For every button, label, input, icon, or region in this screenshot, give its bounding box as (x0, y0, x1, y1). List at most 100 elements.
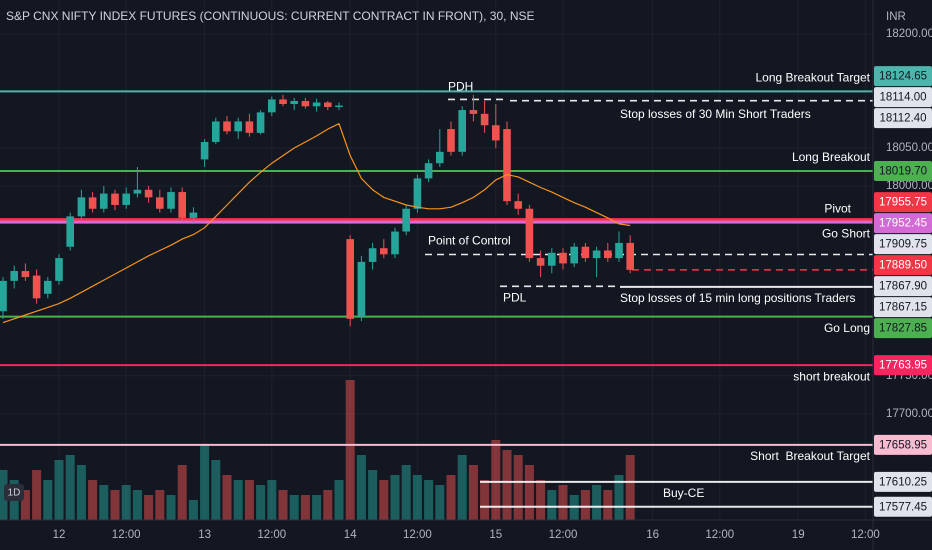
volume-bar (222, 475, 232, 520)
volume-bar (43, 480, 53, 520)
price-tag-label: 18124.65 (879, 71, 927, 83)
candle-body (312, 102, 321, 107)
volume-bar (368, 470, 378, 520)
price-tag-label: 17577.45 (879, 501, 927, 513)
volume-bar (20, 490, 30, 520)
volume-bar (99, 485, 109, 520)
price-tag (874, 66, 932, 87)
candle-body (44, 280, 52, 294)
price-tag-label: 17889.50 (879, 260, 927, 272)
volume-bar (524, 465, 534, 520)
price-tag (874, 192, 932, 213)
candle-body (212, 121, 220, 142)
price-tag (874, 108, 932, 129)
candle-body (380, 248, 388, 255)
price-tag (874, 87, 932, 108)
price-tag-label: 17867.90 (879, 281, 927, 293)
level-label: Short Breakout Target (750, 449, 871, 463)
x-tick-label: 15 (489, 529, 502, 541)
level-label: Go Short (822, 226, 871, 240)
x-tick-label: 12:00 (403, 529, 432, 541)
price-tag (874, 297, 932, 318)
y-tick-label: 17700.00 (886, 408, 932, 420)
candle-body (88, 197, 97, 209)
volume-bar (0, 470, 8, 520)
candle-body (503, 129, 511, 202)
candle-body (402, 208, 410, 232)
volume-bar (88, 480, 98, 520)
candle-body (268, 99, 276, 113)
price-tag (874, 161, 932, 182)
candle-body (55, 258, 63, 281)
volume-bar (401, 465, 411, 520)
price-tag-label: 17610.25 (879, 476, 927, 488)
candle-body (10, 271, 18, 281)
candle-body (189, 212, 198, 218)
volume-bar (110, 490, 120, 520)
candle-body (178, 192, 186, 218)
price-tag-label: 17763.95 (879, 360, 927, 372)
volume-bar (267, 480, 277, 520)
volume-bar (625, 455, 635, 520)
x-tick-label: 12 (53, 529, 66, 541)
x-tick-label: 12:00 (705, 529, 734, 541)
candle-body (0, 280, 7, 312)
price-tag-label: 17955.75 (879, 197, 927, 209)
x-tick-label: 19 (792, 529, 805, 541)
price-tag-label: 18019.70 (879, 166, 927, 178)
volume-bar (356, 455, 366, 520)
x-tick-label: 14 (344, 529, 357, 541)
level-label: Buy-CE (663, 486, 704, 500)
price-tag (874, 234, 932, 255)
candle-body (100, 193, 108, 209)
volume-bar (513, 455, 523, 520)
volume-bar (614, 475, 624, 520)
volume-bar (435, 485, 445, 520)
candle-body (548, 252, 556, 266)
moving-average (2, 122, 631, 324)
price-tag-label: 18112.40 (879, 113, 926, 125)
x-tick-label: 12:00 (549, 529, 578, 541)
candle-body (223, 121, 231, 132)
candle-body (447, 129, 455, 152)
volume-bar (580, 490, 590, 520)
volume-bar (491, 440, 501, 520)
volume-bar (547, 490, 557, 520)
volume-bar (300, 495, 310, 520)
volume-bar (558, 485, 568, 520)
price-tag (874, 213, 932, 234)
volume-bar (166, 495, 176, 520)
interval-badge-bg (4, 484, 24, 501)
candle-body (357, 261, 366, 317)
level-label: Go Long (824, 321, 870, 335)
candle-body (111, 193, 119, 205)
candle-body (615, 242, 623, 259)
candle-body (77, 197, 86, 217)
volume-bar (121, 485, 131, 520)
price-tag-label: 18114.00 (879, 92, 926, 104)
candle-body (413, 178, 422, 209)
volume-bar (334, 480, 344, 520)
candle-body (536, 258, 545, 266)
price-tag (874, 255, 932, 276)
volume-bar (412, 475, 422, 520)
volume-bar (244, 480, 254, 520)
volume-bar (592, 485, 602, 520)
candle-body (424, 163, 433, 179)
volume-bar (256, 485, 266, 520)
y-tick-label: 18200.00 (886, 28, 932, 40)
volume-bar (312, 495, 322, 520)
candle-body (279, 99, 287, 104)
candle-body (604, 250, 612, 259)
candle-body (234, 121, 242, 132)
volume-bar (54, 460, 64, 520)
y-tick-label: 18050.00 (886, 142, 932, 154)
x-tick-label: 13 (198, 529, 211, 541)
volume-bar (32, 470, 42, 520)
price-tag (874, 355, 932, 376)
candle-body (122, 193, 130, 205)
level-label: PDL (503, 290, 527, 304)
candle-body (492, 125, 500, 141)
level-label: PDH (448, 80, 473, 94)
